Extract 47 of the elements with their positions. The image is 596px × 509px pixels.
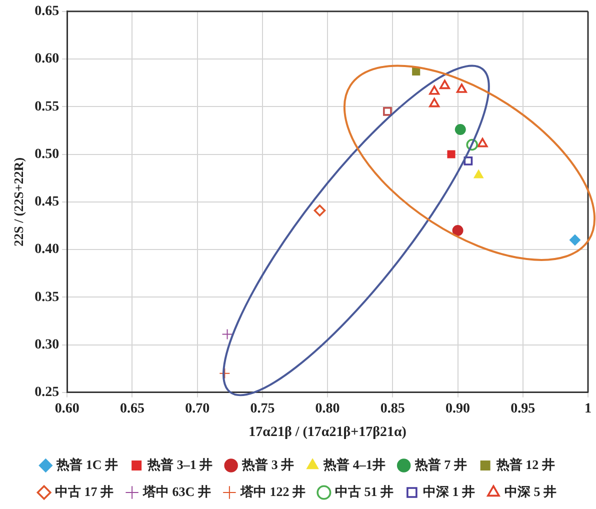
point	[456, 84, 467, 93]
x-tick-label: 0.95	[510, 401, 536, 416]
x-tick-label: 0.75	[250, 401, 275, 416]
legend-label: 中古 17 井	[55, 484, 114, 499]
point	[429, 86, 440, 95]
legend-label: 中深 5 井	[504, 484, 556, 499]
y-axis-title: 22S / (22S+22R)	[11, 157, 26, 246]
legend-label: 热普 7 井	[414, 456, 467, 472]
legend-label: 中深 1 井	[422, 484, 475, 499]
x-tick-label: 0.80	[315, 401, 340, 416]
point	[474, 170, 484, 178]
x-axis-title: 17α21β / (17α21β+17β21α)	[248, 425, 407, 440]
x-tick-label: 0.60	[54, 401, 80, 416]
y-tick-label: 0.40	[34, 242, 60, 258]
legend-label: 热普 1C 井	[56, 456, 118, 472]
point	[383, 106, 392, 116]
x-tick-label: 1	[584, 401, 592, 416]
point	[314, 204, 326, 216]
legend-label: 热普 3 井	[241, 456, 294, 472]
y-tick-label: 0.45	[34, 194, 60, 210]
point	[447, 150, 456, 158]
legend-label: 中古 51 井	[334, 484, 394, 499]
point	[569, 234, 580, 246]
x-tick-label: 0.65	[120, 401, 144, 416]
x-tick-label: 0.85	[380, 401, 405, 416]
x-tick-label: 0.70	[185, 401, 210, 416]
legend-label: 热普 3–1 井	[146, 456, 213, 472]
point	[454, 124, 466, 136]
point	[219, 368, 230, 379]
y-tick-label: 0.30	[34, 337, 60, 352]
y-tick-label: 0.35	[34, 290, 60, 305]
y-tick-label: 0.50	[34, 146, 60, 162]
y-tick-label: 0.25	[34, 385, 60, 400]
x-tick-label: 0.90	[446, 401, 470, 416]
point	[222, 328, 233, 340]
point	[452, 224, 464, 236]
y-tick-label: 0.55	[34, 99, 60, 114]
point	[412, 67, 420, 76]
legend-label: 塔中 122 井	[239, 484, 306, 499]
legend-label: 塔中 63C 井	[142, 484, 211, 499]
point	[440, 80, 450, 90]
y-tick-label: 0.60	[34, 52, 60, 67]
legend-label: 热普 12 井	[495, 456, 555, 472]
legend-label: 热普 4–1井	[322, 456, 386, 472]
point	[477, 138, 488, 148]
point	[429, 98, 440, 108]
y-tick-label: 0.65	[34, 4, 60, 20]
